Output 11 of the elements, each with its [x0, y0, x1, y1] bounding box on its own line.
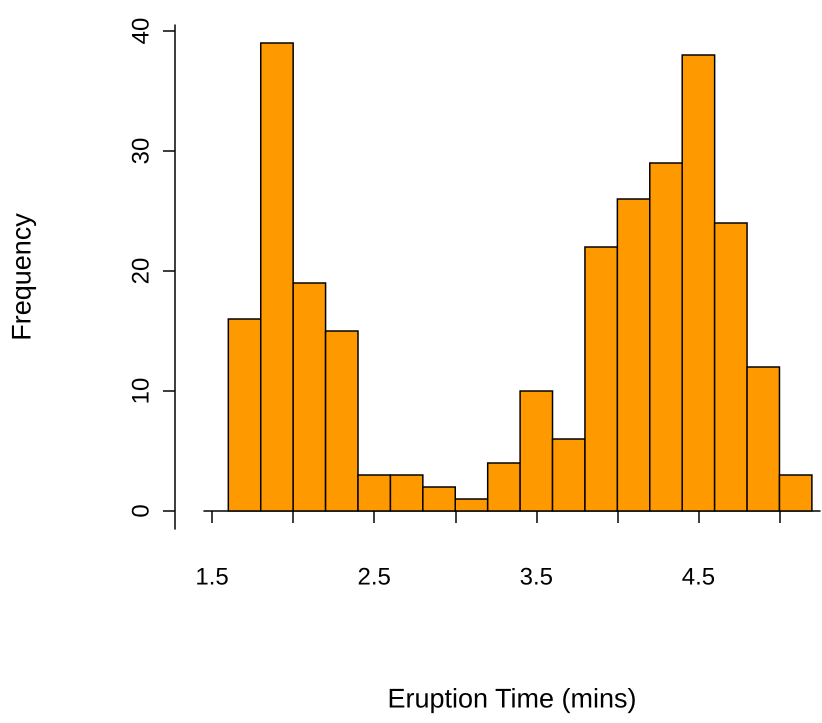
y-tick-label: 0	[128, 504, 154, 518]
y-tick-label: 40	[128, 18, 154, 44]
x-tick-label: 3.5	[520, 564, 554, 590]
y-tick-label: 10	[128, 378, 154, 404]
x-axis-title: Eruption Time (mins)	[387, 684, 637, 714]
x-tick-label: 2.5	[358, 564, 391, 590]
y-axis-title: Frequency	[6, 212, 36, 341]
y-tick-label: 20	[128, 258, 154, 284]
x-tick-label: 1.5	[195, 564, 229, 590]
y-tick-label: 30	[128, 138, 154, 164]
x-tick-label: 4.5	[682, 564, 716, 590]
